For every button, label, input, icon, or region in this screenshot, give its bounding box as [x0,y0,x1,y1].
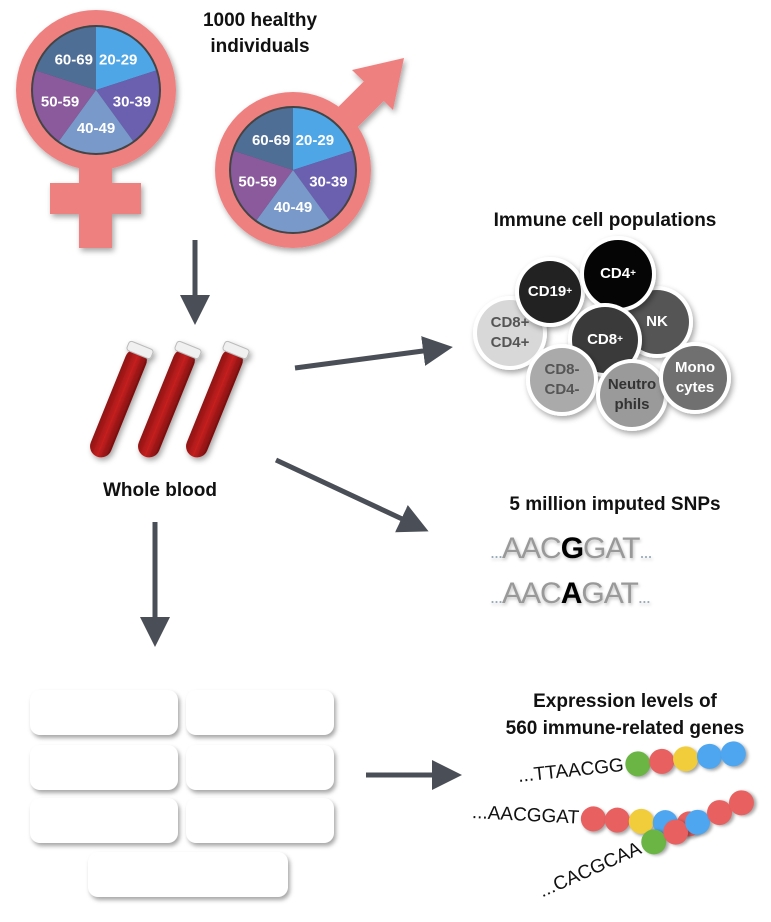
age-label: 40-49 [274,199,312,216]
expression-dot [604,806,631,834]
expression-dot [695,742,724,771]
cell-circle [515,257,585,327]
blood-tubes-icon [90,340,250,458]
stimulus-c-albicans: C. albicans [186,690,334,735]
pie-slice [234,108,293,170]
gene-sequence: ...AACGGAT [471,801,580,829]
cell-label-cd8-cd4-double-positive: CD8+ CD4+ [490,314,530,351]
pie-slice [58,90,134,153]
whole-blood-label: Whole blood [103,480,217,501]
expression-dot [648,747,676,776]
pie-slice [256,170,330,233]
female-age-pie: 20-29 30-39 40-49 50-59 60-69 [31,25,161,155]
age-label: 20-29 [296,132,334,149]
snp-sequence-1: ...AACGGAT... [490,532,653,565]
cell-label-cd8: CD8 + [587,331,623,348]
cell-label-nk: NK [646,313,668,330]
pie-slice [36,27,96,90]
cell-label-neutrophils: Neutro phils [607,376,657,413]
cell-circle [596,359,668,431]
cohort-title: 1000 healthy individuals [202,10,318,57]
stimulus-s-aureus: S. aureus [30,745,178,790]
expression-dot [580,805,607,833]
snp-title: 5 million imputed SNPs [509,494,721,515]
cell-circle [580,236,656,312]
cell-label-cd4: CD4 + [600,265,636,282]
age-label: 60-69 [55,51,93,68]
pie-slice [96,27,156,90]
expression-dot [624,750,652,778]
stimulus-influenza: Influenza [186,745,334,790]
arrow-to-snps [274,457,429,533]
stimulus-bcg: BCG [30,798,178,843]
pie-slice [293,150,355,221]
expression-dot [672,745,700,773]
cell-label-cd8-cd4-double-negative: CD8- CD4- [544,361,580,398]
pie-slice [231,150,293,221]
age-label: 30-39 [309,173,347,190]
cell-label-cd19: CD19 + [527,283,573,300]
pie-slice [293,108,352,170]
age-label: 50-59 [238,173,276,190]
age-label: 20-29 [99,51,137,68]
snp-sequence-2: ...AACAGAT... [490,577,651,610]
cell-label-monocytes: Mono cytes [675,359,715,396]
age-label: 30-39 [113,94,151,111]
cell-circle [659,342,731,414]
stimulus-seb: SEB [186,798,334,843]
expression-title: Expression levels of 560 immune-related g… [505,691,745,739]
immune-cells [473,236,731,431]
stimulus-e-coli: E. coli [30,690,178,735]
pie-slice [33,70,96,141]
expression-dot [719,740,748,768]
stimulus-non-stimulated: Non stimulated [88,852,288,897]
cell-circle [526,344,598,416]
arrow-to-cells [294,336,453,371]
male-age-pie: 20-29 30-39 40-49 50-59 60-69 [229,106,357,234]
age-label: 40-49 [77,120,115,137]
pie-slice [96,70,159,141]
immune-title: Immune cell populations [493,210,717,231]
age-label: 50-59 [41,94,79,111]
age-label: 60-69 [252,132,290,149]
